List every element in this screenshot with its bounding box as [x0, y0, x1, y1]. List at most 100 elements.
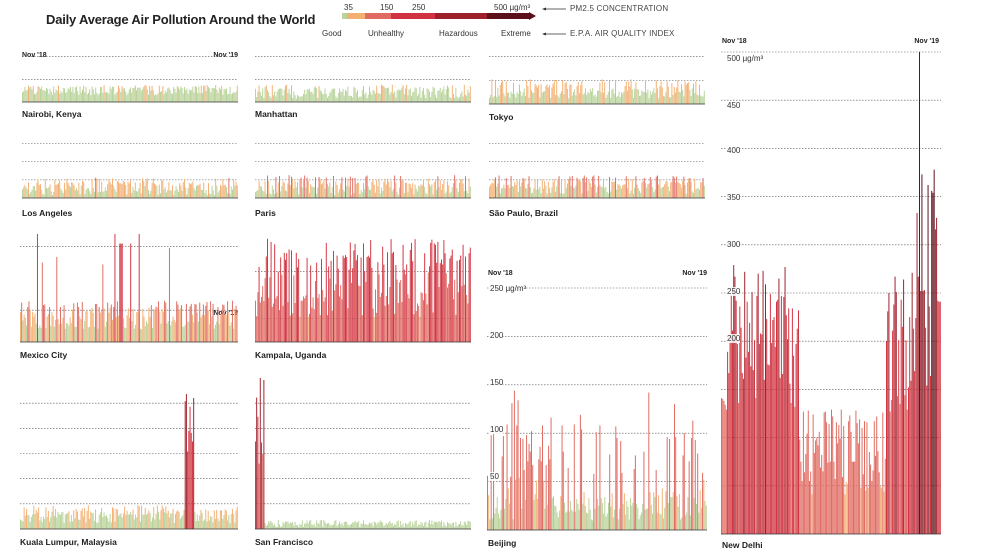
bar [361, 523, 363, 529]
bar [108, 93, 110, 102]
bar [833, 461, 835, 534]
bar [467, 193, 469, 198]
bar [44, 91, 46, 102]
bar [850, 431, 852, 534]
bars-delhi [721, 51, 941, 535]
bar [591, 91, 592, 104]
bar [736, 344, 738, 534]
bar [306, 177, 308, 198]
bar [31, 189, 33, 198]
bar [354, 178, 356, 198]
bar [568, 511, 570, 530]
bar [228, 178, 230, 198]
bar [429, 266, 430, 342]
bar [182, 326, 184, 342]
bar [613, 93, 615, 104]
bar [78, 519, 80, 529]
bar [571, 509, 573, 530]
bar [168, 517, 170, 529]
bar [109, 86, 111, 102]
bar [451, 85, 453, 102]
bar [587, 91, 589, 104]
bar [495, 507, 497, 530]
bar [102, 191, 104, 198]
bar [206, 194, 208, 198]
bar [311, 186, 313, 198]
bar [394, 313, 396, 342]
bar [509, 503, 510, 530]
bar [115, 508, 117, 529]
bar [140, 193, 142, 198]
bar [445, 273, 447, 342]
bar [420, 521, 422, 529]
bar [623, 184, 625, 198]
bar [383, 264, 385, 342]
bar [423, 87, 424, 102]
bar [417, 303, 418, 342]
bar [556, 79, 558, 104]
bar [38, 87, 40, 102]
bar [425, 97, 427, 102]
bar [324, 88, 326, 102]
bar [347, 524, 349, 529]
bar [282, 521, 284, 529]
bar [641, 512, 642, 530]
bar [66, 322, 67, 342]
bar [552, 83, 554, 104]
bar [642, 91, 644, 104]
bar [184, 324, 186, 342]
bar [599, 82, 601, 104]
bar [120, 513, 122, 529]
bar [412, 521, 414, 529]
bar [267, 90, 268, 102]
bar [333, 88, 334, 102]
bar [667, 86, 669, 104]
bar [154, 519, 156, 529]
bar [55, 319, 57, 342]
bar [170, 325, 172, 342]
bar [364, 524, 366, 529]
bar [417, 526, 418, 529]
bars-kuala [20, 394, 238, 530]
bar [363, 86, 364, 102]
bar [400, 175, 402, 198]
bar [665, 92, 667, 104]
bar [95, 87, 97, 102]
bar [876, 416, 878, 534]
bar [411, 526, 412, 529]
bar [341, 92, 343, 102]
bar [378, 522, 380, 529]
bar [154, 309, 156, 342]
bar [361, 315, 363, 342]
bar [21, 520, 23, 529]
bar [551, 87, 553, 104]
panel-kampala: Kampala, Uganda [255, 234, 471, 362]
bar [309, 192, 310, 198]
bar [592, 176, 594, 198]
bar [657, 88, 658, 104]
bar [22, 521, 24, 529]
bar [25, 90, 27, 102]
bar [552, 181, 554, 198]
bar [259, 302, 261, 342]
bar [526, 435, 528, 530]
bar [52, 195, 53, 198]
bar [329, 524, 331, 529]
bar [403, 526, 405, 529]
bar [492, 183, 494, 198]
bar [445, 89, 447, 102]
bar [424, 186, 426, 198]
bar [234, 522, 236, 529]
bar [118, 85, 119, 102]
bar [214, 324, 216, 342]
bar [435, 94, 436, 102]
bar [27, 307, 29, 342]
bar [191, 183, 193, 198]
bar [469, 521, 471, 529]
bar [859, 419, 861, 534]
bar [387, 252, 388, 342]
bar [67, 182, 69, 198]
bar [158, 184, 160, 198]
bar [292, 97, 294, 102]
bar [384, 178, 386, 198]
